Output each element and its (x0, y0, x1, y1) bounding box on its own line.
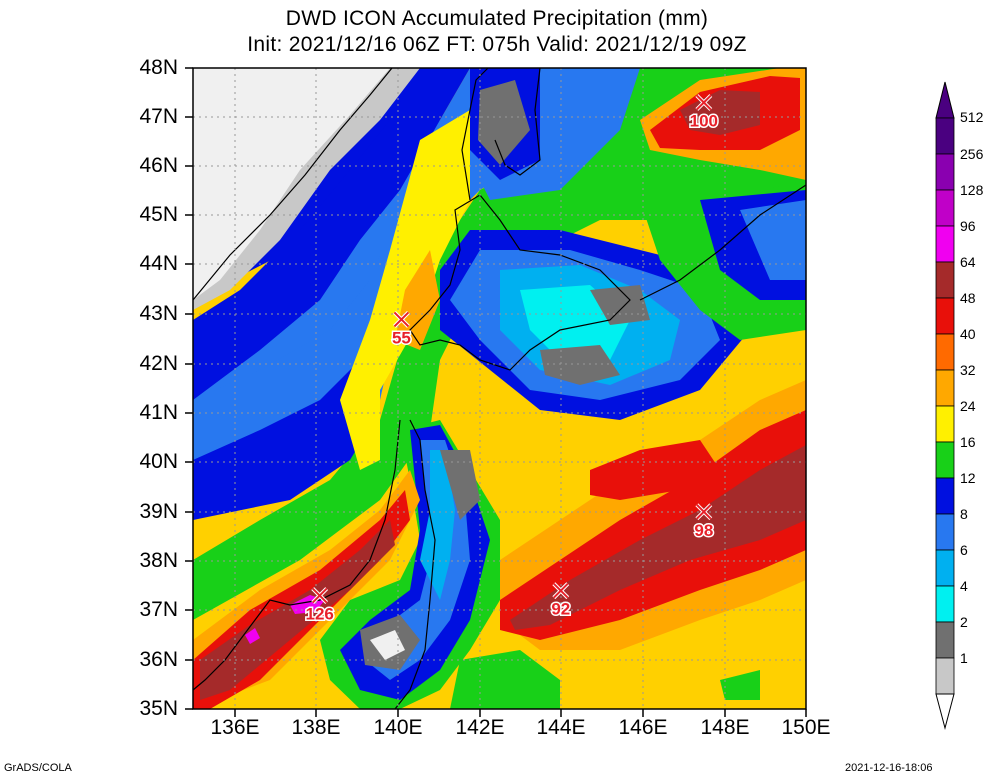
colorbar-label: 12 (960, 470, 976, 486)
max-marker-value: 92 (551, 600, 570, 619)
colorbar-label: 64 (960, 254, 976, 270)
max-marker-value: 55 (392, 328, 411, 347)
colorbar-label: 16 (960, 434, 976, 450)
colorbar-label: 4 (960, 578, 968, 594)
max-marker-value: 100 (690, 112, 718, 131)
colorbar-label: 40 (960, 326, 976, 342)
max-marker-value: 98 (694, 521, 713, 540)
colorbar-label: 24 (960, 398, 976, 414)
map-subtitle: Init: 2021/12/16 06Z FT: 075h Valid: 202… (247, 33, 747, 56)
lon-label: 146E (618, 716, 668, 739)
lon-label: 142E (455, 716, 505, 739)
lat-label: 46N (139, 154, 178, 177)
lat-label: 43N (139, 302, 178, 325)
lon-label: 136E (210, 716, 260, 739)
colorbar-label: 96 (960, 218, 976, 234)
max-marker: 100 (688, 94, 720, 132)
colorbar-top-arrow (935, 81, 955, 119)
lat-label: 44N (139, 252, 178, 275)
max-marker: 126 (304, 587, 335, 625)
lon-label: 148E (700, 716, 750, 739)
colorbar-label: 48 (960, 290, 976, 306)
lon-label: 144E (536, 716, 586, 739)
colorbar (935, 81, 955, 730)
footer-timestamp: 2021-12-16-18:06 (845, 762, 933, 774)
colorbar-swatch (935, 369, 955, 407)
lon-label: 150E (781, 716, 831, 739)
colorbar-label: 32 (960, 362, 976, 378)
max-marker: 92 (550, 582, 572, 620)
colorbar-label: 512 (960, 109, 984, 125)
colorbar-swatch (935, 585, 955, 623)
colorbar-swatch (935, 621, 955, 659)
colorbar-label: 256 (960, 146, 984, 162)
colorbar-swatch (935, 477, 955, 515)
lat-label: 40N (139, 450, 178, 473)
colorbar-label: 6 (960, 542, 968, 558)
colorbar-swatch (935, 549, 955, 587)
lon-label: 138E (291, 716, 341, 739)
axis-ticks (185, 67, 807, 717)
lat-label: 48N (139, 56, 178, 79)
max-marker: 98 (693, 503, 715, 541)
lat-label: 36N (139, 648, 178, 671)
lat-label: 41N (139, 401, 178, 424)
lat-label: 47N (139, 105, 178, 128)
colorbar-swatch (935, 333, 955, 371)
map-gridlines (193, 68, 806, 709)
lat-label: 39N (139, 500, 178, 523)
colorbar-label: 2 (960, 614, 968, 630)
colorbar-swatch (935, 405, 955, 443)
max-markers: 100 55 98 92 126 (304, 94, 720, 625)
map-title: DWD ICON Accumulated Precipitation (mm) (285, 7, 709, 30)
colorbar-swatch (935, 189, 955, 227)
colorbar-swatch (935, 225, 955, 263)
colorbar-bottom-arrow (935, 693, 955, 730)
colorbar-label: 1 (960, 650, 968, 666)
colorbar-swatch (935, 117, 955, 155)
lat-label: 37N (139, 598, 178, 621)
lat-label: 38N (139, 549, 178, 572)
precipitation-field (193, 68, 806, 709)
lat-label: 42N (139, 352, 178, 375)
lat-label: 45N (139, 203, 178, 226)
map-frame (192, 67, 807, 710)
colorbar-swatch (935, 261, 955, 299)
lat-label: 35N (139, 697, 178, 720)
colorbar-swatch (935, 657, 955, 695)
footer-credit: GrADS/COLA (4, 762, 72, 774)
colorbar-swatch (935, 513, 955, 551)
max-marker: 55 (390, 311, 412, 349)
colorbar-swatch (935, 297, 955, 335)
colorbar-label: 8 (960, 506, 968, 522)
colorbar-swatch (935, 441, 955, 479)
max-marker-value: 126 (305, 605, 333, 624)
lon-label: 140E (373, 716, 423, 739)
colorbar-label: 128 (960, 182, 984, 198)
colorbar-swatch (935, 153, 955, 191)
